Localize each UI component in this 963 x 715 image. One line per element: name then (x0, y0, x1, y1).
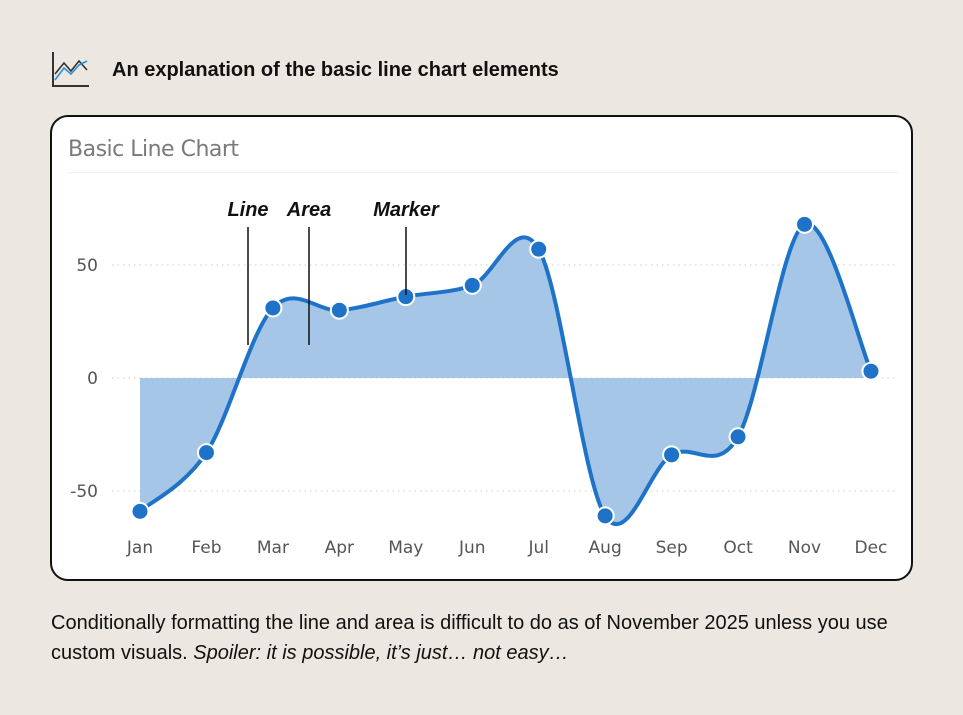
caption-text: Conditionally formatting the line and ar… (51, 612, 888, 664)
data-marker (728, 427, 748, 447)
page-title: An explanation of the basic line chart e… (112, 59, 559, 81)
caption: Conditionally formatting the line and ar… (51, 608, 931, 668)
x-tick-label: Mar (257, 538, 289, 558)
x-tick-label: May (388, 538, 423, 558)
x-tick-label: Oct (723, 538, 753, 558)
data-marker (196, 443, 216, 463)
annotation-area-label: Area (286, 199, 331, 221)
caption-italic: Spoiler: it is possible, it’s just… not … (193, 642, 569, 664)
data-marker (662, 445, 682, 465)
y-tick-label: 50 (76, 256, 98, 276)
data-marker (329, 300, 349, 320)
x-tick-label: Jun (458, 538, 486, 558)
data-marker (795, 214, 814, 234)
title-divider (68, 172, 898, 173)
x-tick-label: Nov (788, 538, 821, 558)
y-tick-label: 0 (87, 369, 98, 389)
x-tick-label: Jul (527, 538, 549, 558)
data-marker (462, 275, 482, 295)
area-fill (140, 223, 871, 525)
line-chart-icon (52, 52, 89, 87)
data-marker (263, 298, 283, 318)
x-tick-label: Aug (589, 538, 622, 558)
x-tick-label: Jan (126, 538, 153, 558)
x-tick-label: Apr (325, 538, 354, 558)
data-marker (595, 506, 615, 526)
x-tick-label: Sep (656, 538, 688, 558)
annotation-line-label: Line (227, 199, 268, 221)
data-marker (861, 361, 881, 381)
x-tick-label: Dec (854, 538, 887, 558)
x-tick-label: Feb (191, 538, 221, 558)
data-marker (130, 501, 150, 521)
chart-title: Basic Line Chart (68, 137, 239, 162)
data-marker (529, 239, 549, 259)
y-tick-label: -50 (70, 482, 98, 502)
annotation-marker-label: Marker (373, 199, 440, 221)
